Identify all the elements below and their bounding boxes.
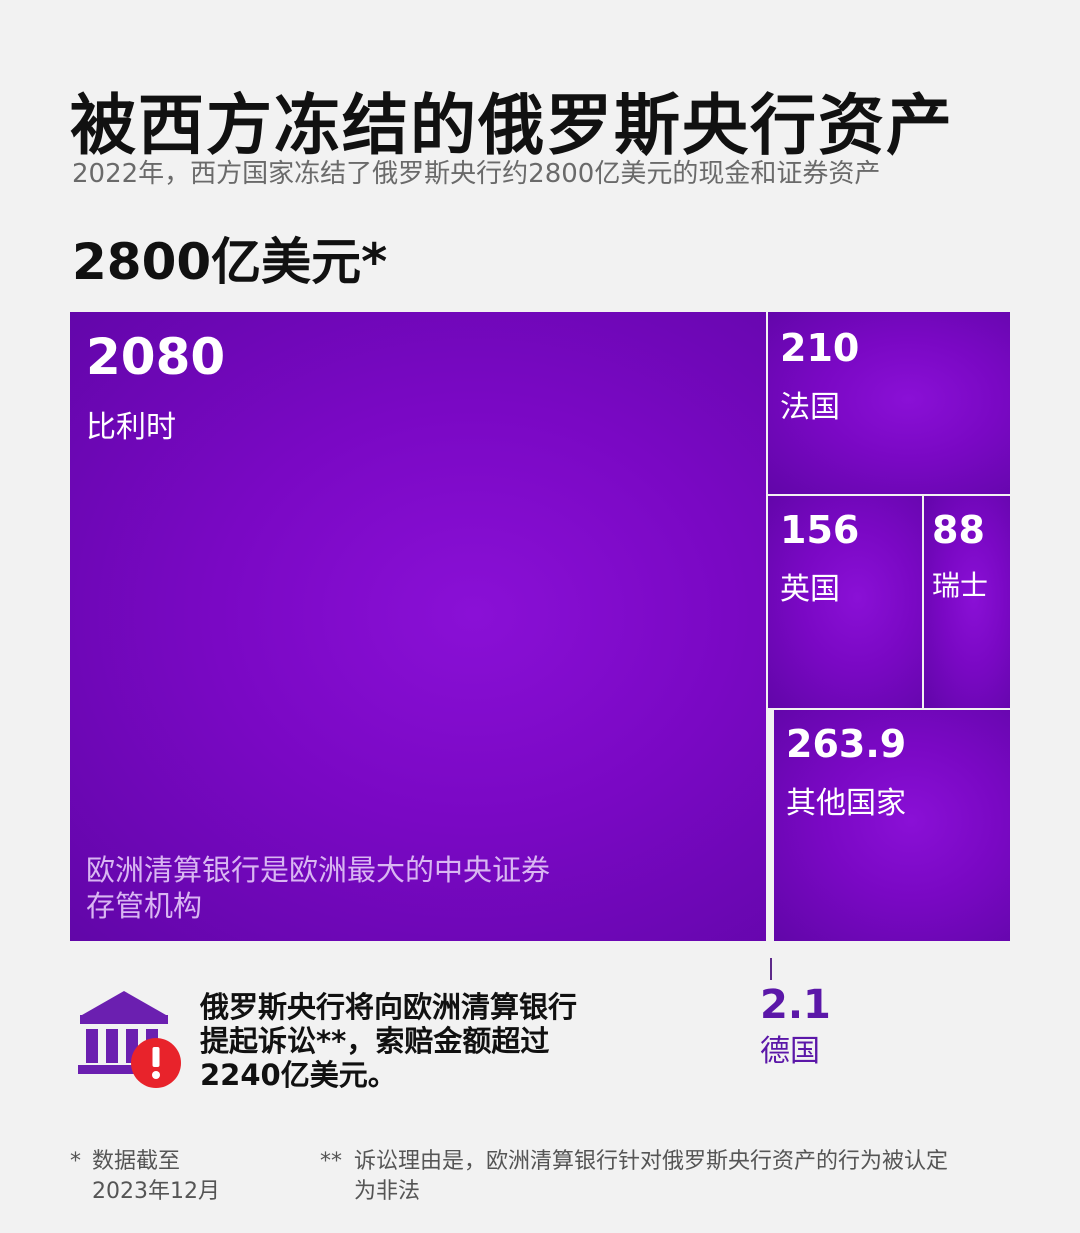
treemap-cell-belgium: 2080 比利时欧洲清算银行是欧洲最大的中央证券存管机构 — [70, 312, 766, 941]
treemap-value: 210 — [780, 326, 860, 370]
lawsuit-text: 俄罗斯央行将向欧洲清算银行 提起诉讼**，索赔金额超过 2240亿美元。 — [200, 990, 577, 1092]
treemap-value: 88 — [932, 508, 985, 552]
treemap-label: 瑞士 — [932, 569, 989, 602]
treemap-chart: 2080 比利时欧洲清算银行是欧洲最大的中央证券存管机构 210 法国 156 英国 88 瑞… — [70, 312, 1010, 941]
page-subtitle: 2022年，西方国家冻结了俄罗斯央行约2800亿美元的现金和证券资产 — [72, 159, 881, 189]
footnote-line: 诉讼理由是，欧洲清算银行针对俄罗斯央行资产的行为被认定 — [354, 1149, 949, 1174]
germany-value: 2.1 — [760, 982, 831, 1028]
treemap-label: 法国 — [780, 390, 840, 425]
treemap-value: 263.9 — [786, 722, 907, 766]
lawsuit-line: 2240亿美元。 — [200, 1058, 397, 1092]
bank-alert-icon — [78, 991, 181, 1088]
footnote-data-date: * 数据截至 2023年12月 — [70, 1147, 290, 1207]
lawsuit-line: 提起诉讼**，索赔金额超过 — [200, 1024, 550, 1058]
footnote-lawsuit-reason: ** 诉讼理由是，欧洲清算银行针对俄罗斯央行资产的行为被认定 为非法 — [320, 1147, 1020, 1207]
treemap-cell-france: 210 法国 — [768, 312, 1010, 494]
footnote-line: 为非法 — [354, 1179, 421, 1204]
footnote-mark: * — [70, 1149, 81, 1174]
lawsuit-line: 俄罗斯央行将向欧洲清算银行 — [200, 990, 578, 1024]
germany-leader-line — [770, 958, 772, 980]
treemap-cell-other-countries: 263.9 其他国家 — [774, 710, 1010, 941]
treemap-cell-uk: 156 英国 — [768, 496, 922, 708]
footnote-line: 2023年12月 — [92, 1179, 220, 1204]
footnote-mark: ** — [320, 1149, 342, 1174]
page-title: 被西方冻结的俄罗斯央行资产 — [70, 87, 954, 164]
euroclear-note: 欧洲清算银行是欧洲最大的中央证券存管机构 — [86, 853, 551, 923]
treemap-cell-switzerland: 88 瑞士 — [924, 496, 1010, 708]
treemap-value: 2080 — [86, 328, 226, 386]
footnote-line: 数据截至 — [92, 1149, 181, 1174]
germany-label: 德国 — [760, 1034, 820, 1069]
total-amount: 2800亿美元* — [72, 233, 388, 291]
treemap-label: 比利时 — [86, 410, 176, 445]
treemap-label: 英国 — [780, 572, 840, 607]
treemap-value: 156 — [780, 508, 860, 552]
treemap-label: 其他国家 — [786, 786, 906, 821]
